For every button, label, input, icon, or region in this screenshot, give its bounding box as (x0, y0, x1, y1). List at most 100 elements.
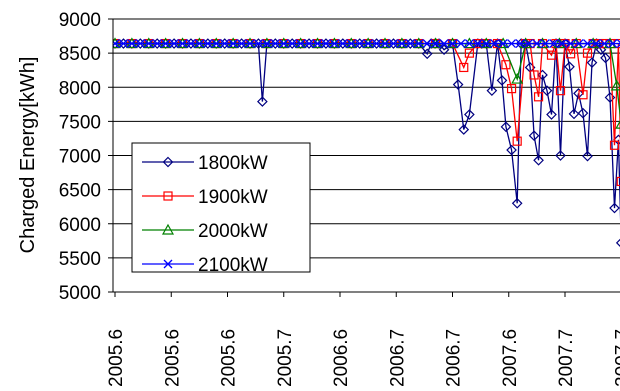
data-point (118, 39, 128, 49)
data-point (599, 39, 609, 49)
data-point (568, 108, 580, 120)
data-point (194, 39, 204, 49)
x-marker-stroke (296, 39, 306, 49)
data-point (169, 39, 179, 49)
data-point (511, 72, 524, 84)
data-point (113, 39, 120, 49)
data-point (577, 107, 589, 119)
x-marker-stroke (515, 39, 525, 49)
data-point (498, 39, 508, 49)
legend: 1800kW 1900kW 2000kW 2100kW (131, 142, 311, 276)
data-point (257, 96, 268, 107)
data-point (529, 70, 539, 80)
y-tick-label: 7000 (59, 147, 101, 168)
data-point (511, 197, 523, 209)
x-marker-stroke (169, 39, 179, 49)
x-marker-stroke (220, 39, 230, 49)
x-marker-stroke (616, 39, 620, 44)
x-marker-stroke (163, 259, 173, 269)
data-point (346, 39, 356, 49)
x-tick-label: 2007.7 (612, 329, 620, 387)
x-marker-stroke (464, 39, 474, 49)
data-point (486, 85, 498, 97)
data-point (452, 79, 464, 90)
series-2100kW (113, 39, 620, 49)
data-point (439, 39, 449, 49)
x-marker-stroke (574, 39, 584, 49)
x-marker-stroke (498, 39, 508, 49)
data-point (481, 39, 491, 49)
data-point (473, 39, 483, 49)
data-point (329, 39, 339, 49)
data-point (220, 39, 230, 49)
data-point (578, 90, 588, 100)
data-point (404, 38, 416, 49)
data-point (555, 150, 566, 161)
y-tick-label: 6500 (59, 181, 101, 202)
data-point (540, 39, 550, 49)
data-point (506, 144, 517, 156)
data-point (591, 39, 601, 49)
legend-box (131, 142, 311, 273)
legend-entry: 1800kW (142, 153, 268, 174)
x-marker-stroke (135, 39, 145, 49)
x-marker-stroke (380, 39, 390, 49)
data-point (616, 176, 620, 187)
data-point (168, 38, 180, 49)
data-point (354, 38, 366, 49)
x-marker-stroke (448, 39, 457, 49)
x-marker-stroke (616, 43, 620, 49)
x-marker-stroke (372, 39, 382, 49)
data-point (388, 39, 398, 49)
x-marker-stroke (532, 39, 542, 49)
x-marker-stroke (304, 39, 314, 49)
x-marker-stroke (591, 39, 601, 49)
legend-label: 1900kW (198, 187, 268, 208)
data-point (237, 39, 247, 49)
data-point (459, 62, 469, 73)
data-point (533, 154, 544, 166)
data-point (304, 39, 314, 49)
data-point (414, 39, 424, 49)
data-point (303, 38, 315, 49)
data-point (253, 39, 263, 49)
data-point (583, 39, 592, 49)
data-point (320, 38, 332, 49)
x-tick-label: 2005.7 (275, 329, 296, 387)
data-point (211, 39, 221, 49)
data-point (253, 38, 264, 49)
x-marker-stroke (422, 39, 432, 49)
data-point (458, 124, 470, 135)
x-marker-stroke (405, 39, 415, 49)
data-point (228, 39, 238, 49)
x-marker-stroke (127, 39, 137, 49)
legend-entry: 2100kW (142, 255, 268, 276)
x-marker-stroke (178, 39, 187, 49)
data-point (546, 50, 557, 60)
data-point (464, 48, 474, 58)
legend-marker (163, 191, 173, 201)
data-point (557, 39, 567, 49)
y-tick-label: 8000 (59, 78, 101, 99)
data-point (615, 120, 620, 129)
x-tick-label: 2006.6 (331, 329, 352, 387)
x-marker-stroke (321, 39, 331, 49)
x-marker-stroke (355, 39, 365, 49)
data-point (523, 39, 533, 49)
data-point (185, 38, 197, 49)
data-point (245, 39, 255, 49)
series-layer (113, 37, 620, 247)
x-marker-stroke (186, 39, 196, 49)
x-marker-stroke (287, 39, 297, 49)
x-marker-stroke (237, 39, 247, 49)
x-marker-stroke (456, 39, 466, 49)
data-point (610, 79, 620, 91)
x-tick-label: 2006.7 (387, 329, 408, 387)
legend-entry: 2000kW (142, 221, 268, 242)
x-marker-stroke (338, 39, 348, 49)
data-point (337, 38, 349, 49)
x-marker-stroke (431, 39, 441, 49)
x-marker-stroke (245, 39, 255, 49)
data-point (586, 57, 598, 69)
